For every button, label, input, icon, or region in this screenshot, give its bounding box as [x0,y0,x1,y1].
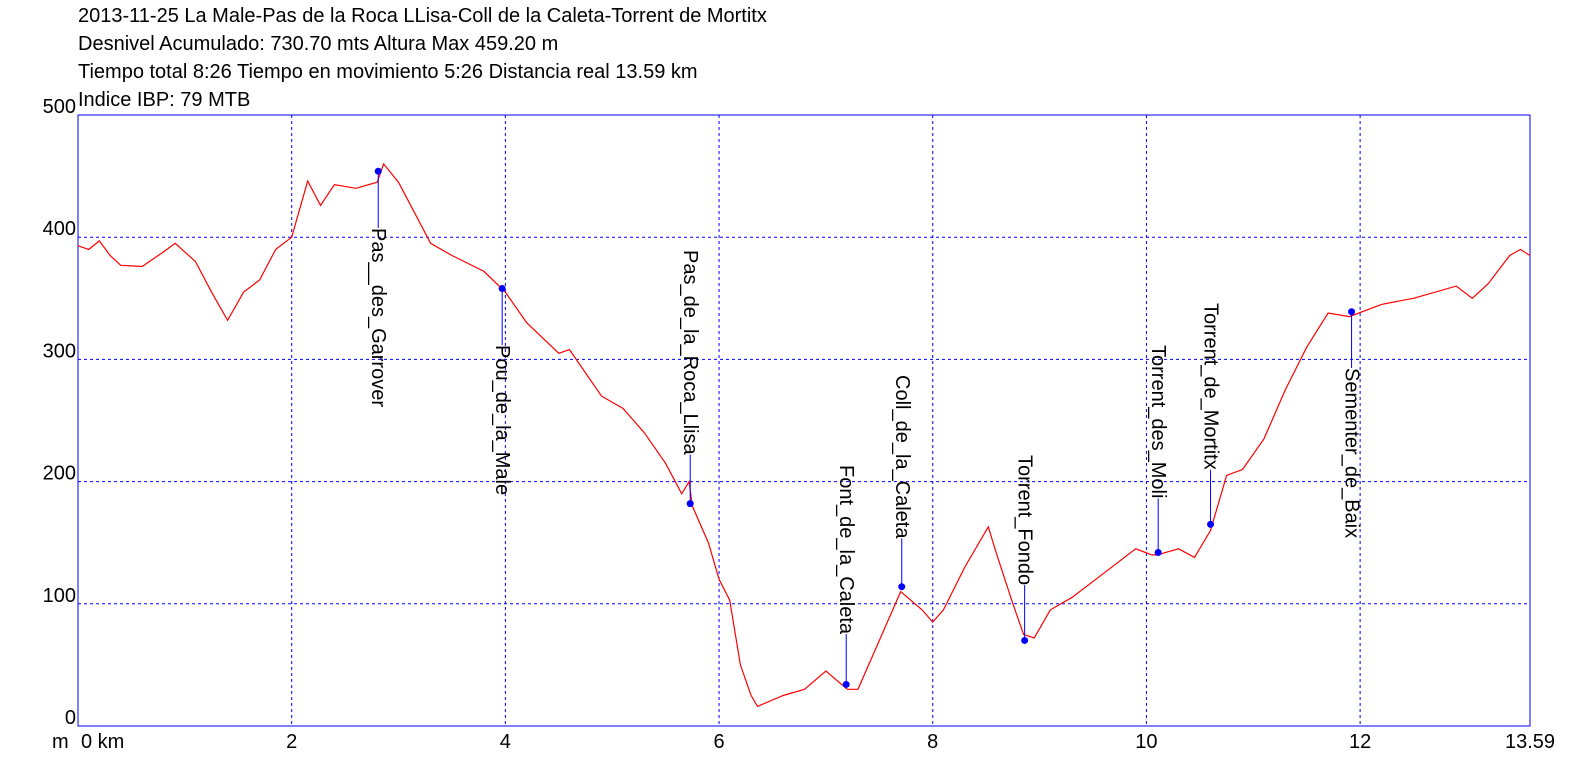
elevation-line [77,162,1531,708]
waypoint-label: Coll_de_la_Caleta [891,375,913,539]
x-tick-label: 13.59 [1505,731,1555,753]
waypoint [1207,520,1215,528]
y-tick-label: 0 [65,707,76,729]
waypoint [498,285,506,293]
waypoint-label: Sementer_de_Baix [1341,368,1363,538]
waypoint [686,500,694,508]
plot-frame [77,114,1531,727]
title-line: Tiempo total 8:26 Tiempo en movimiento 5… [78,61,698,83]
waypoint-label: Pas__des_Garrover [367,228,389,407]
waypoint-label: Torrent_des_Moli [1147,345,1169,498]
x-tick-label: 12 [1349,731,1371,753]
x-tick-label: 2 [286,731,297,753]
waypoint [842,680,850,688]
y-tick-label: 500 [43,96,76,118]
waypoint [1348,308,1356,316]
x-tick-label: 8 [927,731,938,753]
y-tick-label: 100 [43,585,76,607]
waypoint [1021,636,1029,644]
title-line: Indice IBP: 79 MTB [78,89,250,111]
y-tick-label: 300 [43,340,76,362]
title-line: Desnivel Acumulado: 730.70 mts Altura Ma… [78,33,558,55]
y-axis-label: m [52,731,69,753]
x-tick-label: 4 [500,731,511,753]
waypoint-label: Torrent_Fondo [1014,455,1036,585]
waypoint-label: Pas_de_la_Roca_Llisa [679,250,701,455]
waypoint-label: Pou_de_la_Male [491,345,513,495]
waypoint [1154,548,1162,556]
y-tick-label: 200 [43,463,76,485]
x-tick-label: 0 km [81,731,124,753]
waypoint [898,583,906,591]
title-line: 2013-11-25 La Male-Pas de la Roca LLisa-… [78,5,767,27]
waypoint-label: Torrent_de_Mortitx [1200,303,1222,470]
y-tick-label: 400 [43,218,76,240]
x-tick-label: 10 [1135,731,1157,753]
waypoint-label: Font_de_la_Caleta [835,465,857,635]
waypoint [374,167,382,175]
x-tick-label: 6 [713,731,724,753]
